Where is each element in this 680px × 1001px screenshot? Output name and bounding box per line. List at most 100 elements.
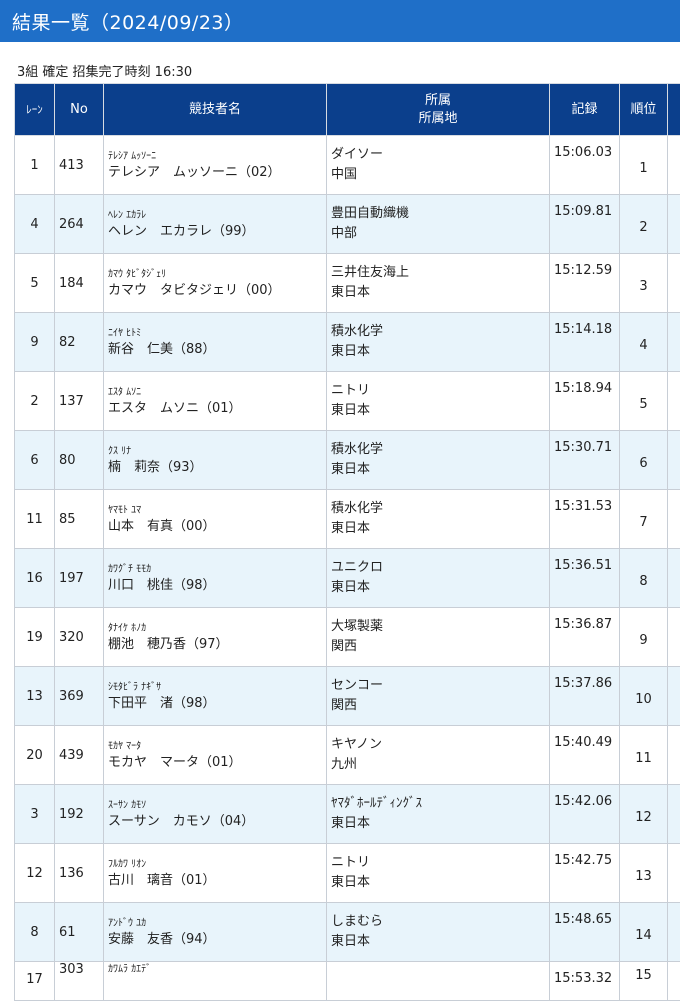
affiliation-cell: 積水化学東日本 (327, 313, 550, 372)
affiliation-cell: ニトリ東日本 (327, 844, 550, 903)
lane-cell: 11 (15, 490, 55, 549)
record-cell: 15:14.18 (550, 313, 620, 372)
record-cell: 15:12.59 (550, 254, 620, 313)
lane-cell: 20 (15, 726, 55, 785)
athlete-name-kana: ｶﾜﾑﾗ ｶｴﾃﾞ (108, 962, 326, 977)
lane-cell: 2 (15, 372, 55, 431)
athlete-name-cell: ﾀﾅｲｹ ﾎﾉｶ棚池 穂乃香（97） (104, 608, 327, 667)
athlete-name-cell: ｸｽ ﾘﾅ楠 莉奈（93） (104, 431, 327, 490)
region-name: 東日本 (331, 342, 549, 362)
lane-cell: 6 (15, 431, 55, 490)
team-name: 積水化学 (331, 440, 549, 460)
rank-cell: 8 (620, 549, 668, 608)
bib-number-cell: 320 (55, 608, 104, 667)
athlete-name-cell: ﾌﾙｶﾜ ﾘｵﾝ古川 璃音（01） (104, 844, 327, 903)
region-name: 中国 (331, 165, 549, 185)
extra-cell (668, 254, 680, 313)
extra-cell (668, 490, 680, 549)
bib-number-cell: 303 (55, 962, 104, 1001)
region-name: 東日本 (331, 401, 549, 421)
athlete-name-cell: ﾔﾏﾓﾄ ﾕﾏ山本 有真（00） (104, 490, 327, 549)
rank-cell: 15 (620, 962, 668, 1001)
extra-cell (668, 431, 680, 490)
lane-cell: 3 (15, 785, 55, 844)
athlete-name: 新谷 仁美（88） (108, 341, 326, 359)
bib-number-cell: 197 (55, 549, 104, 608)
athlete-name-kana: ｸｽ ﾘﾅ (108, 444, 326, 459)
rank-cell: 14 (620, 903, 668, 962)
athlete-name-kana: ｶﾏｳ ﾀﾋﾞﾀｼﾞｪﾘ (108, 267, 326, 282)
athlete-name: モカヤ マータ（01） (108, 754, 326, 772)
record-cell: 15:31.53 (550, 490, 620, 549)
team-name: 三井住友海上 (331, 263, 549, 283)
region-name: 九州 (331, 755, 549, 775)
athlete-name: 楠 莉奈（93） (108, 459, 326, 477)
athlete-name-kana: ﾆｲﾔ ﾋﾄﾐ (108, 326, 326, 341)
team-name: 積水化学 (331, 499, 549, 519)
affiliation-cell: 大塚製薬関西 (327, 608, 550, 667)
region-name: 関西 (331, 696, 549, 716)
affiliation-cell: ダイソー中国 (327, 136, 550, 195)
bib-number-cell: 136 (55, 844, 104, 903)
lane-cell: 9 (15, 313, 55, 372)
col-no-header: No (55, 84, 104, 136)
extra-cell (668, 962, 680, 1001)
athlete-name: 古川 璃音（01） (108, 872, 326, 890)
rank-cell: 4 (620, 313, 668, 372)
bib-number-cell: 82 (55, 313, 104, 372)
team-name: ダイソー (331, 145, 549, 165)
rank-cell: 13 (620, 844, 668, 903)
extra-cell (668, 726, 680, 785)
bib-number-cell: 439 (55, 726, 104, 785)
lane-cell: 16 (15, 549, 55, 608)
extra-cell (668, 136, 680, 195)
record-cell: 15:48.65 (550, 903, 620, 962)
bib-number-cell: 184 (55, 254, 104, 313)
region-name: 東日本 (331, 519, 549, 539)
lane-cell: 8 (15, 903, 55, 962)
rank-cell: 11 (620, 726, 668, 785)
rank-cell: 5 (620, 372, 668, 431)
rank-cell: 1 (620, 136, 668, 195)
athlete-name-kana: ﾍﾚﾝ ｴｶﾗﾚ (108, 208, 326, 223)
affiliation-cell: ユニクロ東日本 (327, 549, 550, 608)
affiliation-cell (327, 962, 550, 1001)
athlete-name-cell: ﾆｲﾔ ﾋﾄﾐ新谷 仁美（88） (104, 313, 327, 372)
region-name: 東日本 (331, 932, 549, 952)
team-name: ユニクロ (331, 558, 549, 578)
lane-cell: 17 (15, 962, 55, 1001)
athlete-name: 棚池 穂乃香（97） (108, 636, 326, 654)
athlete-name: 山本 有真（00） (108, 518, 326, 536)
athlete-name-kana: ﾓｶﾔ ﾏｰﾀ (108, 739, 326, 754)
region-name: 東日本 (331, 873, 549, 893)
record-cell: 15:18.94 (550, 372, 620, 431)
athlete-name: スーサン カモソ（04） (108, 813, 326, 831)
record-cell: 15:36.87 (550, 608, 620, 667)
affiliation-cell: 三井住友海上東日本 (327, 254, 550, 313)
bib-number-cell: 192 (55, 785, 104, 844)
team-name: 大塚製薬 (331, 617, 549, 637)
affiliation-cell: ﾔﾏﾀﾞﾎｰﾙﾃﾞｨﾝｸﾞｽ東日本 (327, 785, 550, 844)
rank-cell: 6 (620, 431, 668, 490)
athlete-name-cell: ｶﾏｳ ﾀﾋﾞﾀｼﾞｪﾘカマウ タビタジェリ（00） (104, 254, 327, 313)
rank-cell: 2 (620, 195, 668, 254)
bib-number-cell: 137 (55, 372, 104, 431)
athlete-name-kana: ﾌﾙｶﾜ ﾘｵﾝ (108, 857, 326, 872)
team-name: ニトリ (331, 381, 549, 401)
team-name: ニトリ (331, 853, 549, 873)
rank-cell: 7 (620, 490, 668, 549)
heat-info: 3組 確定 招集完了時刻 16:30 (17, 64, 680, 82)
bib-number-cell: 264 (55, 195, 104, 254)
affiliation-cell: 積水化学東日本 (327, 431, 550, 490)
athlete-name: カマウ タビタジェリ（00） (108, 282, 326, 300)
lane-cell: 13 (15, 667, 55, 726)
team-name: しまむら (331, 912, 549, 932)
